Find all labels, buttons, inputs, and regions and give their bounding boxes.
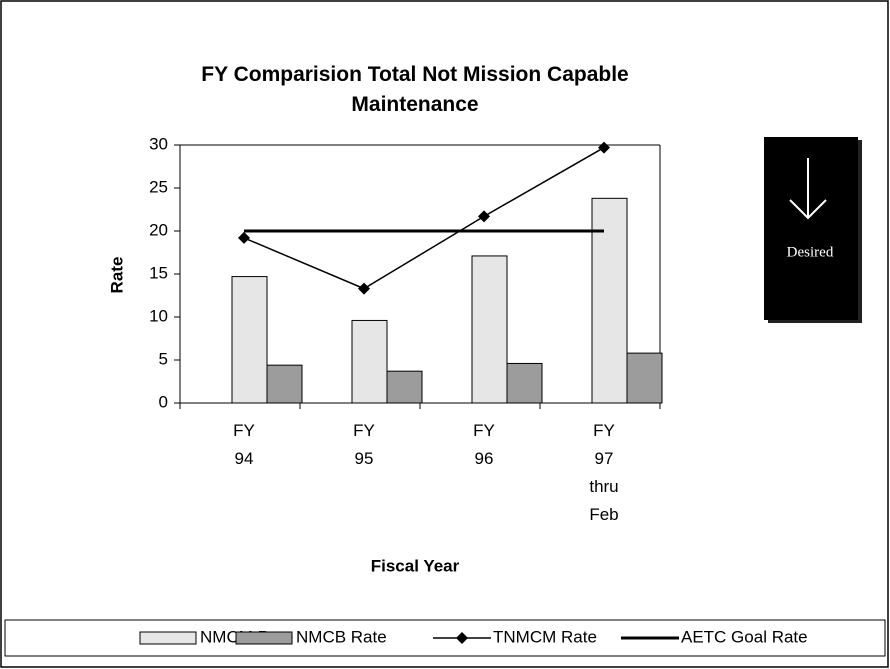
line-marker	[598, 141, 610, 154]
y-tick-label: 10	[149, 306, 168, 325]
annotation-arrow	[789, 158, 827, 220]
legend-label: TNMCM Rate	[493, 627, 597, 646]
y-tick-label: 5	[159, 349, 168, 368]
bar	[386, 370, 423, 404]
bar	[626, 352, 663, 404]
y-tick-label: 25	[149, 177, 168, 196]
line-marker	[478, 210, 490, 223]
x-axis-label: Fiscal Year	[371, 556, 460, 575]
legend-box	[4, 619, 886, 657]
legend-swatch	[235, 631, 293, 645]
annotation-box	[764, 137, 858, 320]
x-tick-label: FY 95	[353, 421, 375, 468]
line-marker	[358, 282, 370, 295]
bar	[351, 319, 388, 404]
x-tick-label: FY 97 thru Feb	[589, 421, 618, 524]
x-tick-label: FY 96	[473, 421, 495, 468]
legend-marker	[456, 632, 468, 644]
chart-title: FY Comparision Total Not Mission Capable…	[201, 63, 628, 116]
line-series	[243, 146, 605, 290]
bar	[591, 197, 628, 404]
bar	[231, 276, 268, 404]
legend-label: AETC Goal Rate	[681, 627, 808, 646]
y-tick-label: 15	[149, 263, 168, 282]
y-tick-label: 0	[159, 392, 168, 411]
line-marker	[238, 231, 250, 244]
y-tick-label: 30	[149, 134, 168, 153]
legend-label: NMCB Rate	[296, 627, 387, 646]
x-tick-label: FY 94	[233, 421, 255, 468]
y-tick-label: 20	[149, 220, 168, 239]
legend-swatch	[139, 631, 197, 645]
bar	[506, 362, 543, 404]
bar	[471, 255, 508, 404]
bar	[266, 364, 303, 404]
y-axis-label: Rate	[107, 257, 126, 294]
annotation-text: Desired	[787, 244, 834, 260]
